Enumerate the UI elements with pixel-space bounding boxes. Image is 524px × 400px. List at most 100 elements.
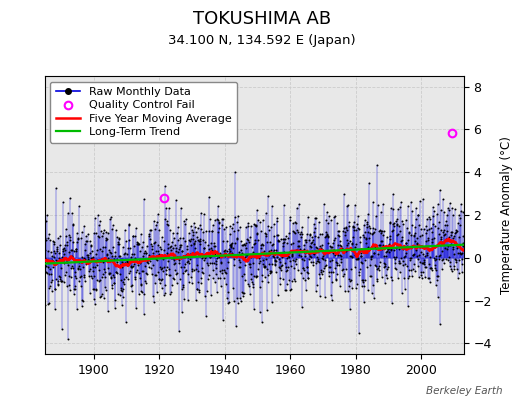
Point <box>253 231 261 238</box>
Point <box>129 233 137 240</box>
Point <box>48 288 56 294</box>
Point <box>246 222 255 229</box>
Point <box>416 198 424 204</box>
Point <box>168 254 177 261</box>
Point <box>401 285 409 292</box>
Point <box>431 281 440 288</box>
Point <box>388 227 397 234</box>
Point <box>135 291 143 297</box>
Point <box>259 247 268 254</box>
Point <box>275 237 283 244</box>
Point <box>117 302 126 308</box>
Point <box>413 235 421 241</box>
Point <box>325 213 334 220</box>
Point <box>50 247 59 254</box>
Point <box>362 234 370 241</box>
Point <box>79 297 88 304</box>
Point <box>167 246 175 253</box>
Point <box>322 233 330 239</box>
Point <box>100 266 108 272</box>
Point <box>234 300 242 307</box>
Point <box>131 273 139 280</box>
Point <box>122 238 130 244</box>
Point <box>62 269 71 276</box>
Point <box>88 248 96 254</box>
Point <box>268 242 276 248</box>
Point <box>401 217 410 224</box>
Point <box>150 238 159 245</box>
Point <box>210 243 219 250</box>
Point <box>341 229 350 235</box>
Point <box>129 242 138 249</box>
Point <box>430 208 438 214</box>
Point <box>286 287 294 293</box>
Point <box>223 238 231 244</box>
Point <box>361 257 369 264</box>
Point <box>375 227 384 234</box>
Point <box>332 276 340 283</box>
Point <box>48 252 57 259</box>
Point <box>198 269 206 275</box>
Point <box>230 228 238 234</box>
Point <box>428 239 436 246</box>
Point <box>174 224 182 230</box>
Point <box>396 268 404 275</box>
Point <box>377 230 386 236</box>
Point <box>364 210 373 217</box>
Point <box>251 237 259 244</box>
Point <box>194 238 203 244</box>
Point <box>183 271 192 278</box>
Point <box>387 205 395 212</box>
Point <box>170 256 179 263</box>
Point <box>134 262 143 268</box>
Point <box>318 271 326 278</box>
Point <box>203 250 211 256</box>
Point <box>42 263 50 269</box>
Point <box>236 259 244 265</box>
Point <box>205 216 214 223</box>
Point <box>366 261 374 268</box>
Point <box>141 250 150 256</box>
Point <box>41 235 50 241</box>
Point <box>107 214 115 220</box>
Point <box>336 242 344 249</box>
Point <box>147 227 155 234</box>
Point <box>371 226 379 233</box>
Point <box>255 258 264 264</box>
Point <box>437 207 445 214</box>
Point <box>377 238 385 244</box>
Point <box>353 221 362 227</box>
Point <box>410 268 419 274</box>
Point <box>203 249 212 256</box>
Point <box>96 292 105 299</box>
Point <box>118 244 127 250</box>
Point <box>45 231 53 237</box>
Point <box>67 247 75 253</box>
Point <box>138 268 147 274</box>
Point <box>355 330 364 336</box>
Point <box>48 257 56 263</box>
Point <box>286 258 294 264</box>
Point <box>90 296 98 302</box>
Point <box>85 268 93 274</box>
Point <box>409 266 418 272</box>
Point <box>156 244 164 250</box>
Point <box>100 226 108 233</box>
Point <box>90 286 98 292</box>
Point <box>262 210 270 216</box>
Point <box>206 254 214 260</box>
Point <box>392 254 400 260</box>
Point <box>398 221 407 228</box>
Point <box>175 328 183 334</box>
Point <box>57 265 65 272</box>
Point <box>167 289 175 296</box>
Point <box>216 252 225 258</box>
Point <box>204 262 212 269</box>
Point <box>398 218 407 224</box>
Point <box>235 224 244 230</box>
Point <box>283 235 292 241</box>
Point <box>367 231 376 237</box>
Point <box>144 257 152 264</box>
Point <box>100 295 108 302</box>
Point <box>228 252 237 259</box>
